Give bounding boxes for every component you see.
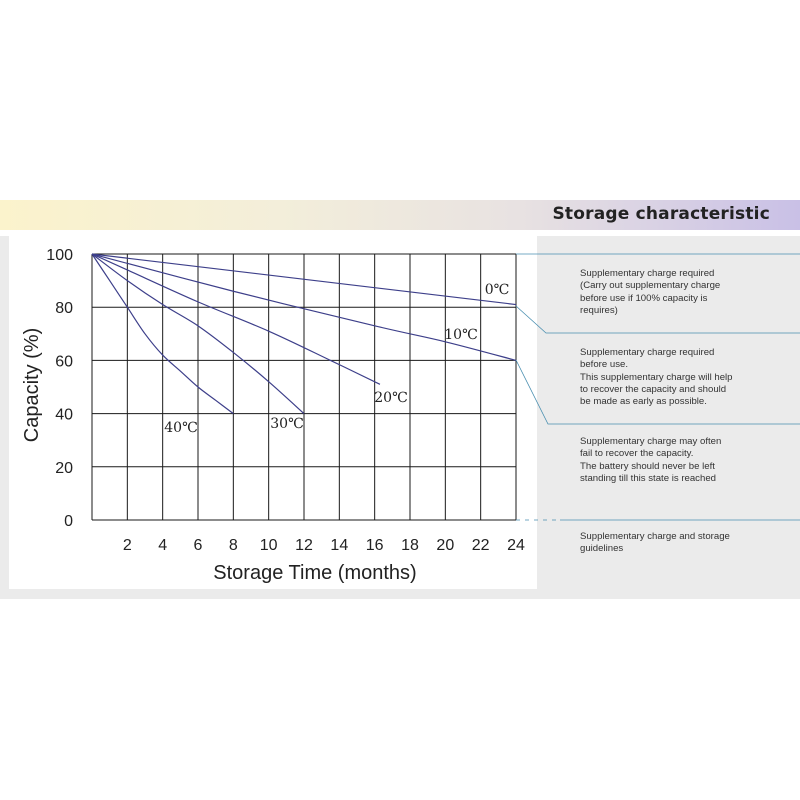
x-tick-label: 20	[436, 537, 454, 554]
x-tick-label: 24	[507, 537, 525, 554]
series-line	[91, 253, 234, 415]
x-tick-label: 16	[366, 537, 384, 554]
series-line	[91, 253, 305, 415]
x-tick-label: 14	[330, 537, 348, 554]
series-label: 20℃	[374, 390, 407, 406]
header-band	[0, 200, 800, 230]
series-label: 10℃	[444, 327, 477, 343]
x-tick-label: 2	[123, 537, 132, 554]
connector-line	[515, 359, 800, 425]
y-tick-label: 40	[55, 407, 73, 424]
y-tick-label: 0	[64, 513, 73, 530]
section-title: Storage characteristic	[552, 204, 770, 224]
series-line	[91, 253, 381, 385]
series-labels: 0℃ 10℃ 20℃ 30℃ 40℃	[164, 282, 509, 436]
plot-background	[9, 236, 537, 589]
x-tick-label: 18	[401, 537, 419, 554]
series-line	[91, 253, 517, 306]
x-tick-label: 22	[472, 537, 490, 554]
series-label: 30℃	[270, 416, 303, 432]
series-lines	[91, 253, 517, 415]
note-above-80: Supplementary charge required (Carry out…	[580, 268, 721, 316]
x-tick-label: 6	[194, 537, 203, 554]
y-tick-label: 80	[55, 300, 73, 317]
y-tick-label: 60	[55, 353, 73, 370]
y-axis-label: Capacity (%)	[21, 328, 43, 442]
series-label: 40℃	[164, 420, 197, 436]
series-line	[91, 253, 517, 361]
series-label: 0℃	[485, 282, 510, 298]
x-tick-label: 12	[295, 537, 313, 554]
y-tick-label: 20	[55, 460, 73, 477]
note-connectors	[515, 253, 800, 521]
y-tick-label: 100	[46, 247, 73, 264]
note-below-60: Supplementary charge may often fail to r…	[580, 436, 722, 484]
connector-line	[515, 305, 800, 334]
x-tick-label: 8	[229, 537, 238, 554]
x-axis-label: Storage Time (months)	[213, 562, 416, 584]
note-60-to-80: Supplementary charge required before use…	[580, 347, 733, 408]
x-tick-label: 10	[260, 537, 278, 554]
grid	[91, 253, 517, 521]
x-tick-label: 4	[158, 537, 167, 554]
note-guidelines: Supplementary charge and storage guideli…	[580, 531, 730, 555]
